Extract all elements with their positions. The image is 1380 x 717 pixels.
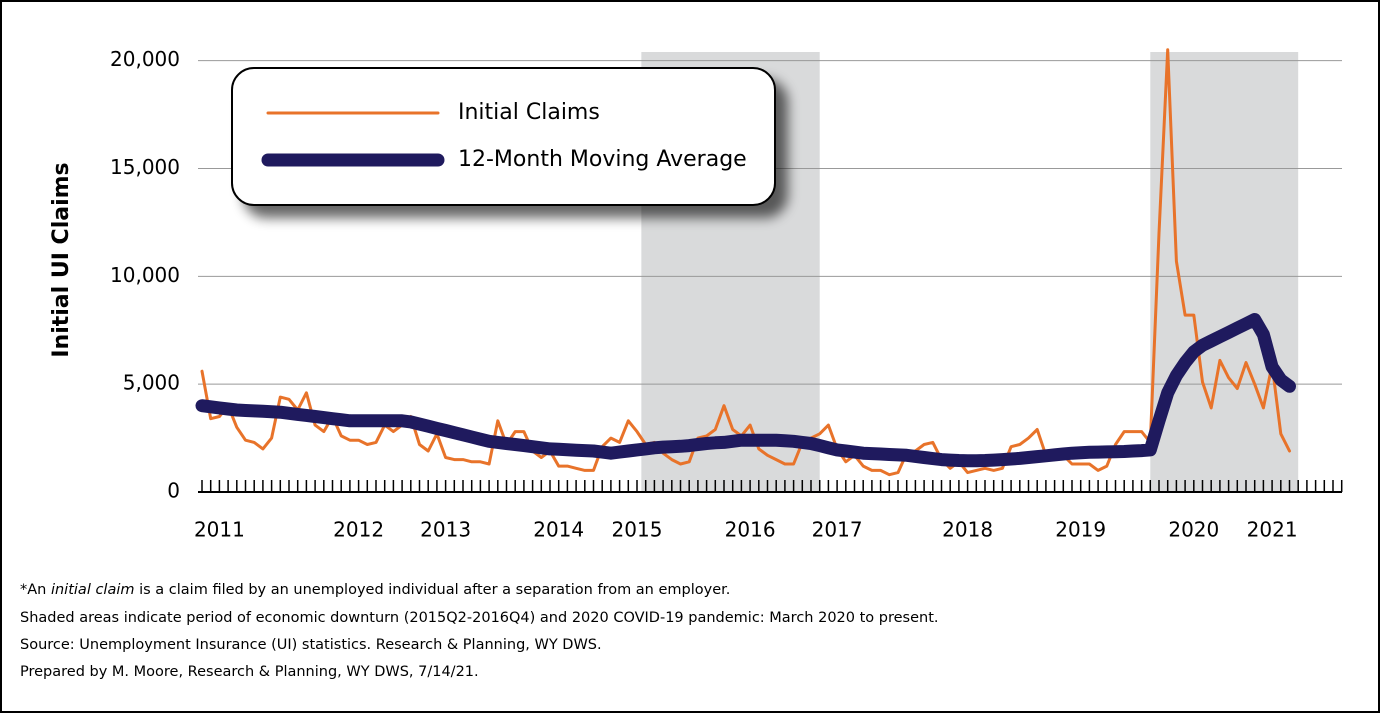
plot-area: 0 5,000 10,000 15,000 20,000 2011 2012 2013 2014… xyxy=(110,47,1343,542)
x-tick-label: 2020 xyxy=(1168,518,1219,542)
note: Source: Unemployment Insurance (UI) stat… xyxy=(20,637,602,653)
legend-box xyxy=(231,67,776,206)
x-tick-label: 2012 xyxy=(333,518,384,542)
x-tick-label: 2016 xyxy=(725,518,776,542)
note: Shaded areas indicate period of economic… xyxy=(20,610,939,626)
y-axis-label: Initial UI Claims xyxy=(49,162,74,357)
x-tick-label: 2019 xyxy=(1055,518,1106,542)
footnote-part: initial claim xyxy=(51,582,135,598)
note: Prepared by M. Moore, Research & Plannin… xyxy=(20,664,479,680)
x-tick-label: 2014 xyxy=(533,518,584,542)
x-tick-label: 2018 xyxy=(942,518,993,542)
x-tick-label: 2021 xyxy=(1247,518,1298,542)
y-tick-label: 15,000 xyxy=(110,155,180,179)
y-tick-label: 20,000 xyxy=(110,47,180,71)
y-tick-label: 10,000 xyxy=(110,263,180,287)
x-tick-label: 2017 xyxy=(812,518,863,542)
x-tick-label: 2013 xyxy=(420,518,471,542)
legend-label: 12-Month Moving Average xyxy=(458,147,747,172)
footnote-part: *An xyxy=(20,582,51,598)
footnote-part: is a claim filed by an unemployed indivi… xyxy=(135,582,731,598)
series-line xyxy=(200,48,1291,477)
series-line xyxy=(195,313,1296,468)
x-tick-label: 2015 xyxy=(612,518,663,542)
y-tick-label: 5,000 xyxy=(123,371,180,395)
legend-label: Initial Claims xyxy=(458,100,600,125)
footnote: *An initial claim is a claim filed by an… xyxy=(20,582,730,598)
y-tick-label: 0 xyxy=(167,479,180,503)
shaded-period xyxy=(1150,52,1299,492)
x-tick-label: 2011 xyxy=(194,518,245,542)
